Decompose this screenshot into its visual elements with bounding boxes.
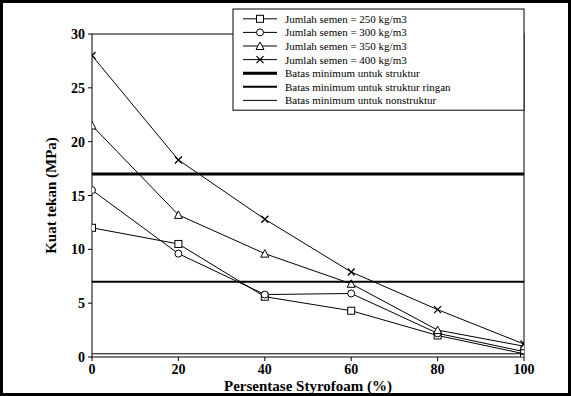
series-marker xyxy=(348,268,355,275)
series-line xyxy=(92,172,524,175)
legend-marker xyxy=(256,42,264,50)
legend-label: Batas minimum untuk struktur ringan xyxy=(285,81,451,93)
series-marker xyxy=(174,211,182,219)
outer-border xyxy=(2,2,570,395)
x-tick-label: 0 xyxy=(89,362,96,377)
legend-line xyxy=(243,100,277,101)
x-tick-label: 60 xyxy=(344,362,358,377)
series-line xyxy=(92,126,524,347)
legend-label: Jumlah semen = 300 kg/m3 xyxy=(285,26,407,38)
y-tick-label: 5 xyxy=(78,296,85,311)
legend-marker xyxy=(257,29,264,36)
y-axis-label: Kuat tekan (MPa) xyxy=(43,137,60,254)
x-tick xyxy=(524,357,525,361)
x-tick-label: 100 xyxy=(514,362,535,377)
legend-line xyxy=(243,72,277,75)
y-tick xyxy=(88,34,92,35)
x-tick xyxy=(92,357,93,361)
y-tick xyxy=(88,141,92,142)
x-tick xyxy=(437,357,438,361)
legend-label: Jumlah semen = 250 kg/m3 xyxy=(285,13,407,25)
y-tick xyxy=(88,87,92,88)
chart: 0 5 10 15 20 25 30 0 20 40 60 80 100 Persentase Styro… xyxy=(0,0,571,396)
series-marker xyxy=(434,306,441,313)
series-line xyxy=(92,353,524,354)
legend: Jumlah semen = 250 kg/m3Jumlah semen = 3… xyxy=(233,9,524,110)
series-marker xyxy=(92,224,96,231)
legend-label: Jumlah semen = 400 kg/m3 xyxy=(285,54,407,66)
legend-label: Jumlah semen = 350 kg/m3 xyxy=(285,40,407,52)
series-marker xyxy=(434,326,442,334)
series-marker xyxy=(175,240,182,247)
background xyxy=(0,0,571,396)
series-marker xyxy=(261,216,268,223)
legend-line xyxy=(243,86,277,88)
y-tick xyxy=(88,357,92,358)
series-marker xyxy=(92,52,96,59)
series-marker xyxy=(92,187,96,194)
legend-marker xyxy=(257,56,264,63)
y-tick-label: 20 xyxy=(71,135,85,150)
y-tick xyxy=(88,249,92,250)
y-tick-label: 25 xyxy=(71,81,85,96)
x-tick-label: 40 xyxy=(258,362,272,377)
x-tick-label: 80 xyxy=(431,362,445,377)
x-tick-label: 20 xyxy=(171,362,185,377)
x-axis-label: Persentase Styrofoam (%) xyxy=(224,378,392,395)
series-line xyxy=(92,228,524,354)
y-tick-label: 10 xyxy=(71,242,85,257)
legend-label: Batas minimum untuk struktur xyxy=(285,67,420,79)
y-tick-label: 15 xyxy=(71,189,85,204)
series-marker xyxy=(261,291,268,298)
y-tick xyxy=(88,195,92,196)
series-line xyxy=(92,190,524,352)
x-tick xyxy=(178,357,179,361)
series-marker xyxy=(348,307,355,314)
series-marker xyxy=(261,250,269,258)
x-tick xyxy=(264,357,265,361)
series-line xyxy=(92,281,524,283)
legend-label: Batas minimum untuk nonstruktur xyxy=(285,94,437,106)
y-tick xyxy=(88,303,92,304)
x-tick xyxy=(351,357,352,361)
y-tick-label: 30 xyxy=(71,27,85,42)
series-marker xyxy=(175,156,182,163)
series-marker xyxy=(521,341,525,348)
y-tick-label: 0 xyxy=(78,350,85,365)
series-marker xyxy=(175,250,182,257)
legend-box xyxy=(233,9,524,110)
series-marker xyxy=(92,122,96,129)
series-marker xyxy=(348,290,355,297)
legend-marker xyxy=(257,15,264,22)
